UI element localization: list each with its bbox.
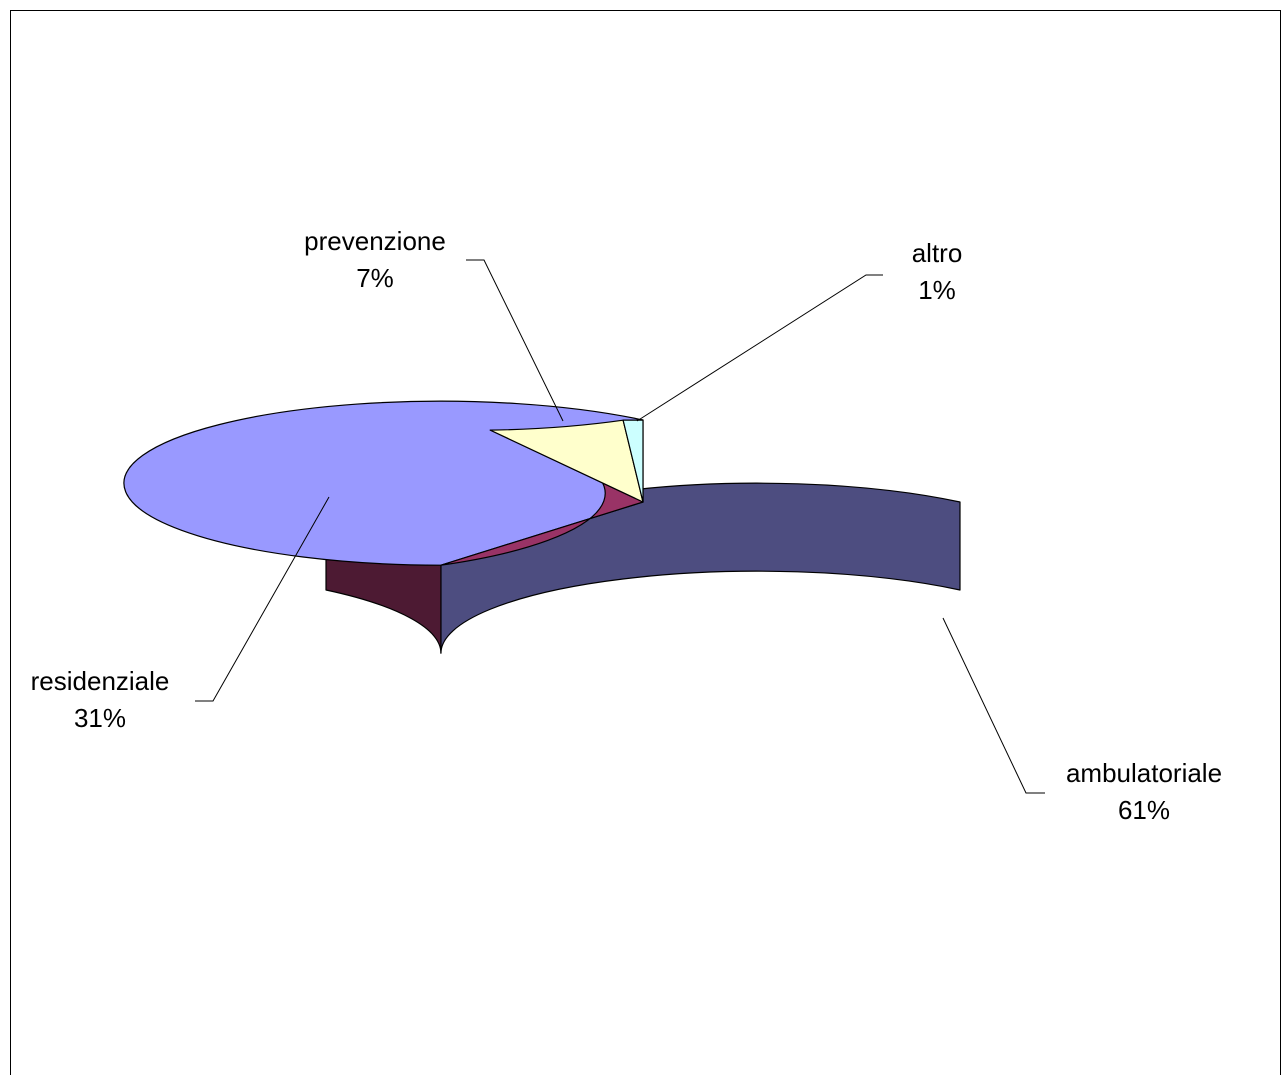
leader-line-prevenzione [466, 259, 564, 422]
data-labels: ambulatoriale 61% residenziale 31% prevenzio… [31, 226, 1222, 825]
leader-line-altro [636, 274, 883, 422]
data-label-pct-residenziale: 31% [74, 703, 126, 733]
data-label-ambulatoriale: ambulatoriale [1066, 758, 1222, 788]
leader-lines [195, 259, 1045, 794]
data-label-pct-altro: 1% [918, 275, 956, 305]
pie-slice-prevenzione [489, 419, 644, 503]
leader-line-residenziale [195, 496, 330, 702]
data-label-altro: altro [912, 238, 963, 268]
leader-line-ambulatoriale [942, 617, 1045, 794]
data-label-residenziale: residenziale [31, 666, 170, 696]
data-label-pct-prevenzione: 7% [356, 263, 394, 293]
pie-tops [123, 400, 644, 566]
pie-slice-ambulatoriale [123, 400, 644, 566]
data-label-prevenzione: prevenzione [304, 226, 446, 256]
pie-slice-altro [622, 419, 644, 503]
data-label-pct-ambulatoriale: 61% [1118, 795, 1170, 825]
